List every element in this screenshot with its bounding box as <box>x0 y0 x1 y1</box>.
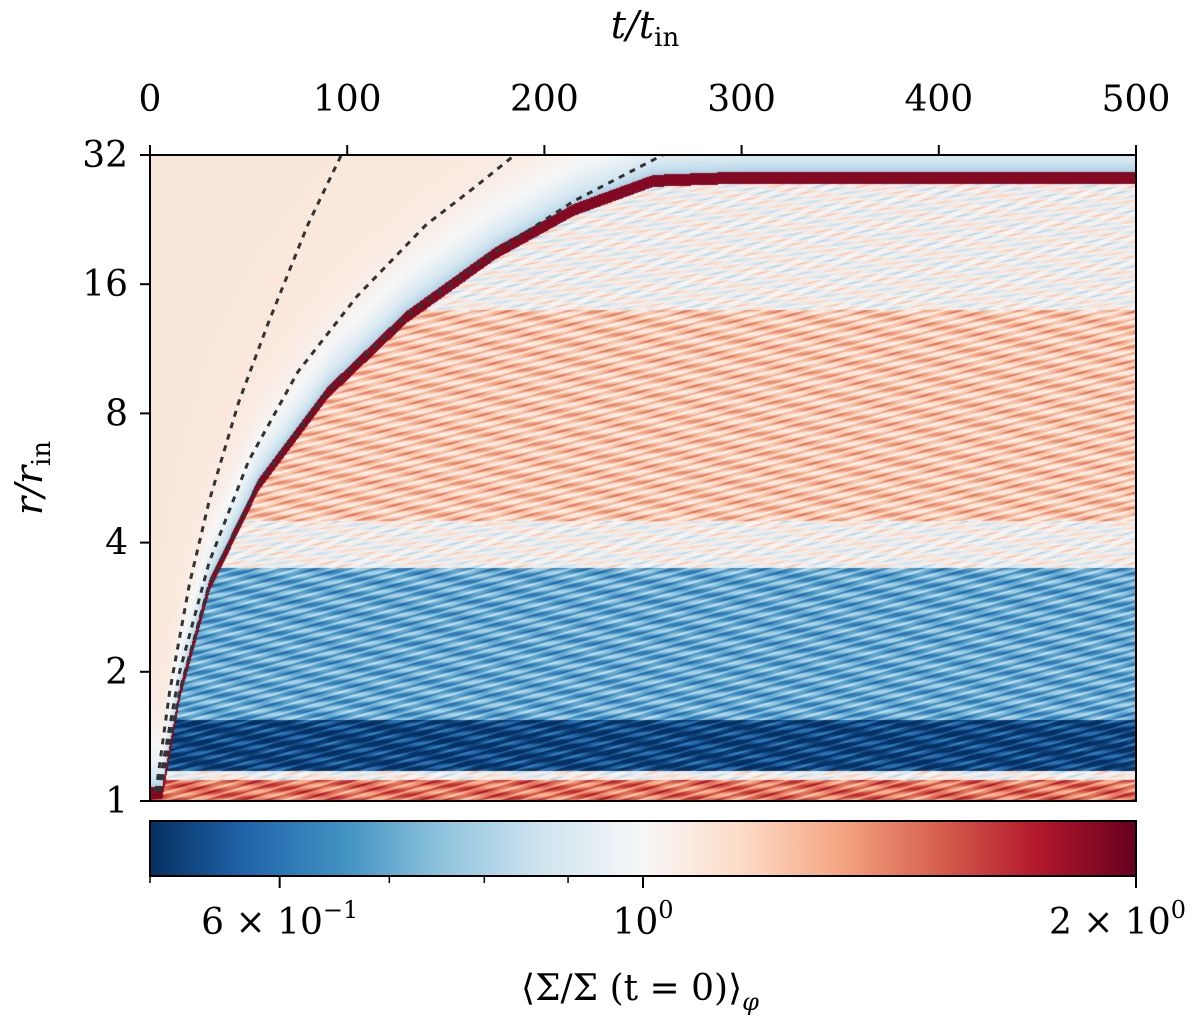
x-tick-label: 200 <box>510 79 579 120</box>
x-tick-label: 500 <box>1102 79 1171 120</box>
y-tick-label: 4 <box>105 523 128 564</box>
x-tick-label: 100 <box>313 79 382 120</box>
x-tick-label: 0 <box>139 79 162 120</box>
colorbar <box>149 820 1137 877</box>
x-axis-label: t/tin <box>611 3 680 53</box>
x-axis-ticks: 0 100 200 300 400 500 <box>139 79 1171 155</box>
y-axis-ticks: 1 2 4 8 16 32 <box>82 135 150 822</box>
y-tick-label: 8 <box>105 393 128 434</box>
colorbar-tick-label: 100 <box>612 896 673 943</box>
y-tick-label: 1 <box>105 781 128 822</box>
y-tick-label: 32 <box>82 135 128 176</box>
y-tick-label: 2 <box>105 652 128 693</box>
colorbar-tick-label: 2 × 100 <box>1049 896 1186 943</box>
colorbar-tick-label: 6 × 10−1 <box>201 896 358 943</box>
colorbar-ticks: 6 × 10−1 100 2 × 100 <box>149 876 1186 943</box>
y-axis-label: r/rin <box>7 441 57 515</box>
dashed-curve <box>158 155 664 793</box>
dashed-curves <box>154 155 664 793</box>
plot-frame <box>149 154 1137 802</box>
x-tick-label: 300 <box>707 79 776 120</box>
dashed-curve <box>156 155 516 793</box>
x-tick-label: 400 <box>904 79 973 120</box>
colorbar-label: ⟨Σ/Σ (t = 0)⟩φ <box>521 968 759 1016</box>
y-tick-label: 16 <box>82 264 128 305</box>
heatmap-raster <box>150 155 1136 801</box>
